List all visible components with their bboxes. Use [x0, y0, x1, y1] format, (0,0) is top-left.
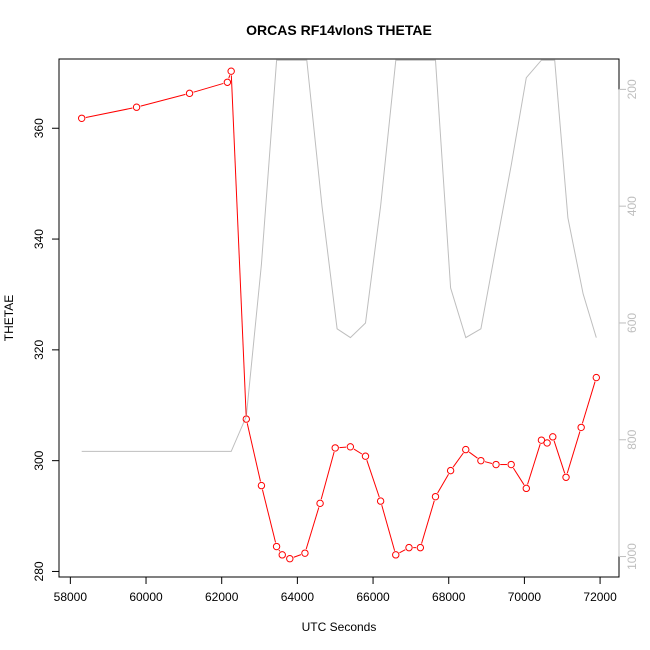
chart-title: ORCAS RF14vlonS THETAE [246, 22, 432, 38]
data-point [537, 436, 546, 444]
data-point [462, 445, 470, 454]
x-tick-label: 70000 [508, 590, 542, 604]
x-tick-label: 62000 [205, 590, 239, 604]
y-tick-label: 320 [32, 340, 46, 360]
series-segment [305, 507, 320, 550]
data-point [301, 549, 309, 557]
series-segment [421, 500, 435, 544]
series-segment [484, 461, 493, 464]
series-segment [230, 75, 247, 415]
y-tick-label: 280 [32, 561, 46, 581]
data-point [577, 423, 585, 432]
y2-tick-label: 600 [625, 313, 639, 333]
series-segment [246, 423, 261, 482]
y2-tick-label: 400 [625, 196, 639, 216]
series-segment [381, 505, 396, 551]
x-tick-label: 68000 [432, 590, 466, 604]
y-axis: 280 300 320 340 360 [32, 118, 60, 581]
series-segment [366, 460, 380, 498]
data-point [446, 466, 455, 475]
series-segment [85, 107, 133, 118]
series-right-axis [81, 59, 597, 452]
series-segment [278, 549, 281, 552]
data-point [405, 543, 413, 552]
data-point [286, 555, 294, 563]
series-segment [228, 75, 231, 79]
data-point [549, 433, 557, 441]
data-point [376, 497, 385, 505]
series-segment [452, 452, 464, 468]
x-axis: 58000 60000 62000 64000 66000 68000 70000 72000 [54, 576, 617, 604]
data-point [346, 443, 355, 451]
series-segment [512, 467, 525, 486]
series-segment [193, 82, 224, 93]
y-tick-label: 360 [32, 118, 46, 138]
data-point [185, 89, 194, 98]
series-segment [353, 448, 363, 455]
y2-tick-label: 800 [625, 429, 639, 449]
data-point [78, 114, 86, 122]
data-point [562, 473, 570, 481]
series-segment [437, 474, 449, 494]
data-point [477, 456, 485, 465]
data-point [331, 444, 339, 452]
data-point [227, 67, 235, 75]
series-segment [566, 431, 581, 474]
data-point [492, 460, 500, 469]
data-point [416, 543, 425, 552]
series-thetae [78, 67, 600, 563]
series-segment [399, 549, 406, 554]
x-tick-label: 64000 [281, 590, 315, 604]
series-layer [78, 59, 600, 563]
data-point [257, 481, 266, 490]
data-point [316, 499, 324, 508]
series-segment [527, 444, 541, 485]
data-point [543, 439, 551, 447]
data-point [392, 551, 400, 559]
series-segment [261, 489, 277, 543]
series-segment [140, 93, 186, 107]
data-point [592, 373, 600, 382]
y2-tick-label: 1000 [625, 543, 639, 570]
x-tick-label: 60000 [129, 590, 163, 604]
series-segment [468, 451, 478, 459]
series-segment [581, 381, 596, 424]
plot-frame [58, 58, 620, 578]
x-axis-label: UTC Seconds [302, 620, 377, 634]
data-point [278, 551, 286, 559]
data-point [431, 492, 440, 501]
x-tick-label: 72000 [583, 590, 617, 604]
y-axis-label: THETAE [2, 295, 16, 341]
data-point [223, 78, 232, 86]
series-segment [293, 554, 302, 558]
data-point [272, 542, 281, 551]
series-line [81, 59, 597, 452]
y-tick-label: 340 [32, 229, 46, 249]
x-tick-label: 66000 [356, 590, 390, 604]
y-tick-label: 300 [32, 450, 46, 470]
y2-tick-label: 200 [625, 79, 639, 99]
data-point [522, 484, 530, 493]
x-tick-label: 58000 [54, 590, 88, 604]
data-point [507, 460, 515, 469]
data-point [361, 452, 370, 460]
data-point [242, 415, 250, 423]
data-point [132, 103, 141, 111]
series-segment [553, 440, 566, 474]
series-segment [320, 451, 335, 500]
y2-axis-right: 200 400 600 800 1000 [618, 79, 639, 570]
